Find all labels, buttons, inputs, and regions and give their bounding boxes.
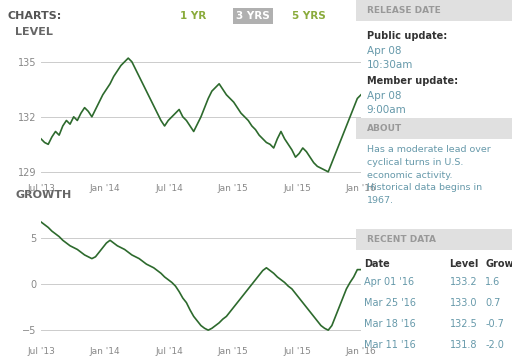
Text: RELEASE DATE: RELEASE DATE <box>367 6 440 15</box>
Text: 132.5: 132.5 <box>450 319 477 329</box>
Bar <box>356 229 512 250</box>
Text: -2.0: -2.0 <box>485 340 504 350</box>
Text: 3 YRS: 3 YRS <box>236 11 269 21</box>
Text: Member update:: Member update: <box>367 76 458 86</box>
Bar <box>356 0 512 21</box>
Text: Mar 11 '16: Mar 11 '16 <box>364 340 415 350</box>
Text: Level: Level <box>450 259 479 269</box>
Text: Public update:: Public update: <box>367 31 447 41</box>
Text: Growth: Growth <box>485 259 512 269</box>
Text: Apr 08: Apr 08 <box>367 91 401 101</box>
Text: -0.7: -0.7 <box>485 319 504 329</box>
Text: GROWTH: GROWTH <box>15 190 72 200</box>
Text: Apr 08: Apr 08 <box>367 46 401 56</box>
Text: 10:30am: 10:30am <box>367 60 413 70</box>
Text: 133.0: 133.0 <box>450 298 477 308</box>
Text: Has a moderate lead over
cyclical turns in U.S.
economic activity.
Historical da: Has a moderate lead over cyclical turns … <box>367 145 490 205</box>
Text: 9:00am: 9:00am <box>367 105 407 115</box>
Bar <box>356 118 512 139</box>
Text: 1.6: 1.6 <box>485 277 501 287</box>
Text: 1 YR: 1 YR <box>180 11 206 21</box>
Text: Mar 25 '16: Mar 25 '16 <box>364 298 416 308</box>
Text: LEVEL: LEVEL <box>15 27 53 37</box>
Text: Mar 18 '16: Mar 18 '16 <box>364 319 415 329</box>
Text: 133.2: 133.2 <box>450 277 477 287</box>
Text: 5 YRS: 5 YRS <box>292 11 326 21</box>
Text: Date: Date <box>364 259 390 269</box>
Text: 0.7: 0.7 <box>485 298 501 308</box>
Text: ABOUT: ABOUT <box>367 125 402 133</box>
Text: CHARTS:: CHARTS: <box>7 11 61 21</box>
Text: Apr 01 '16: Apr 01 '16 <box>364 277 414 287</box>
Text: 131.8: 131.8 <box>450 340 477 350</box>
Text: RECENT DATA: RECENT DATA <box>367 235 436 244</box>
